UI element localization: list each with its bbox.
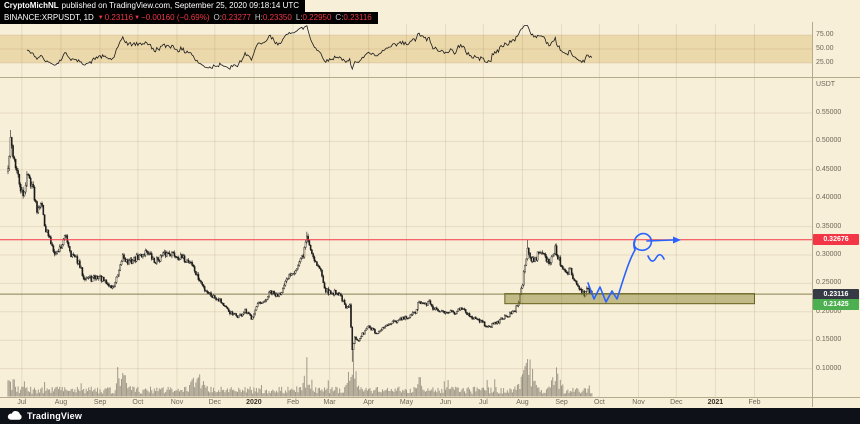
tradingview-brand[interactable]: TradingView: [27, 411, 83, 421]
time-tick-label: May: [399, 399, 414, 406]
price-tick-label: 0.15000: [816, 336, 842, 344]
ohlc-value: 0.23350: [262, 13, 292, 22]
price-tick-label: 0.10000: [816, 364, 842, 372]
price-tick-label: 0.40000: [816, 194, 842, 202]
price-tick-label: 0.55000: [816, 109, 842, 116]
time-tick-label: Oct: [132, 399, 144, 406]
time-tick-label: 2020: [246, 399, 262, 406]
ohlc-key: O:: [213, 13, 222, 22]
ohlc-key: L:: [295, 13, 303, 22]
symbol-legend: BINANCE:XRPUSDT, 1D ▼0.23116▼−0.00160 (−0…: [0, 12, 378, 24]
resistance-price-label: 0.32676: [813, 234, 859, 246]
direction-down-icon: ▼: [97, 15, 104, 21]
time-tick-label: Feb: [286, 399, 300, 406]
volume-bars: [7, 350, 593, 397]
direction-down-icon: ▼: [134, 15, 141, 21]
price-tick-label: 0.20000: [816, 307, 842, 315]
footer-bar: TradingView: [0, 408, 860, 424]
time-tick-label: Sep: [93, 399, 107, 406]
time-tick-label: Aug: [516, 399, 529, 406]
ohlc-key: C:: [335, 13, 344, 22]
ohlc-key: H:: [254, 13, 263, 22]
last-price-value: 0.23116: [104, 13, 134, 22]
time-tick-label: Nov: [632, 399, 645, 406]
price-tick-label: 0.35000: [816, 222, 842, 230]
publisher-name: CryptoMichNL: [4, 1, 59, 10]
time-tick-label: Jul: [478, 399, 488, 406]
time-tick-label: Dec: [208, 399, 222, 406]
ohlc-value: 0.23116: [343, 13, 372, 22]
publish-info: published on TradingView.com, September …: [61, 1, 300, 10]
support-zone: [504, 293, 756, 305]
price-axis[interactable]: 0.55000 0.50000 0.45000 0.40000 0.35000 0.300…: [812, 0, 860, 424]
axis-currency-label: USDT: [816, 81, 836, 88]
time-tick-label: 2021: [707, 399, 724, 406]
symbol-name: BINANCE:XRPUSDT, 1D: [4, 13, 94, 22]
time-axis[interactable]: Jul Aug Sep Oct Nov Dec 2020 Feb Mar Apr May Jun Jul…: [0, 397, 860, 409]
time-tick-label: Mar: [323, 399, 336, 406]
time-tick-label: Oct: [593, 399, 605, 406]
trend-arrow-drawing: [587, 232, 681, 303]
time-tick-label: Jul: [17, 399, 27, 406]
tradingview-cloud-logo-icon[interactable]: [7, 411, 23, 421]
ohlc-value: 0.22950: [302, 13, 332, 22]
price-tick-label: 0.30000: [816, 251, 842, 258]
rsi-line: [26, 25, 593, 71]
oscillator-tick-label: 50.00: [816, 45, 834, 52]
time-tick-label: Nov: [170, 399, 184, 406]
candles: [7, 130, 593, 362]
attribution-bar: CryptoMichNL published on TradingView.com…: [0, 0, 306, 12]
oscillator-tick-label: 25.00: [816, 59, 834, 66]
zone-bottom-price-label: 0.21425: [813, 299, 859, 311]
price-tick-label: 0.45000: [816, 165, 842, 173]
time-tick-label: Jun: [439, 399, 452, 406]
time-tick-label: Apr: [363, 399, 375, 406]
time-tick-label: Dec: [670, 399, 683, 406]
arrow-head-icon: [673, 236, 681, 244]
price-tick-label: 0.25000: [816, 279, 842, 287]
time-tick-label: Sep: [555, 399, 568, 406]
price-tick-label: 0.50000: [816, 137, 842, 145]
time-tick-label: Feb: [748, 399, 761, 406]
rsi-band: [0, 35, 812, 63]
oscillator-tick-label: 75.00: [816, 31, 834, 38]
ohlc-value: 0.23277: [221, 13, 251, 22]
ohlc-values: O:0.23277 H:0.23350 L:0.22950 C:0.23116: [210, 13, 372, 22]
price-change: −0.00160 (−0.69%): [141, 13, 210, 22]
time-tick-label: Aug: [54, 399, 68, 406]
last-price-price-label: 0.23116: [813, 288, 859, 300]
